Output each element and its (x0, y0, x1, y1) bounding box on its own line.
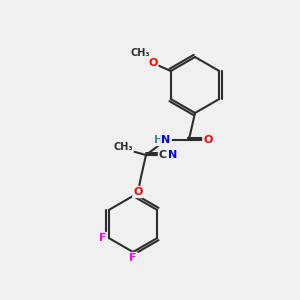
Text: F: F (99, 233, 106, 243)
Text: O: O (133, 187, 143, 197)
Text: N: N (161, 135, 171, 145)
Text: F: F (129, 253, 137, 263)
Text: C: C (159, 150, 167, 160)
Text: N: N (168, 150, 178, 160)
Text: CH₃: CH₃ (131, 48, 151, 58)
Text: O: O (203, 135, 213, 145)
Text: O: O (148, 58, 158, 68)
Text: H: H (154, 135, 164, 145)
Text: CH₃: CH₃ (113, 142, 133, 152)
